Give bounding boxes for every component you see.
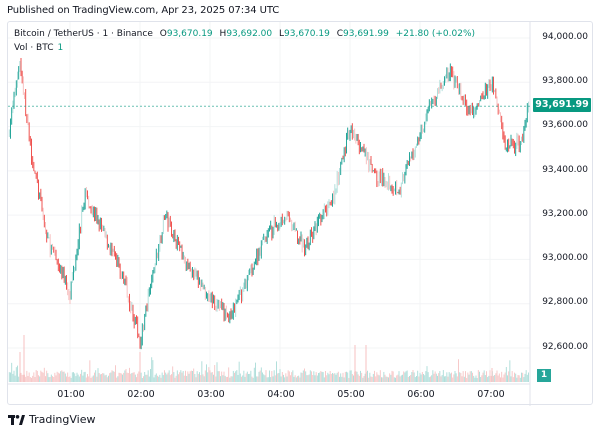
price-tick: 93,000.00 [542,253,588,263]
close-label: C [336,29,343,39]
price-tick: 93,800.00 [542,76,588,86]
time-tick: 02:00 [127,389,155,400]
high-value: 93,692.00 [226,29,273,39]
low-value: 93,670.19 [284,29,330,39]
price-tick: 92,600.00 [542,342,588,352]
symbol-legend: Bitcoin / TetherUS · 1 · Binance O93,670… [14,29,475,39]
price-tick: 94,000.00 [542,32,588,42]
chart-frame [7,21,593,405]
symbol-title: Bitcoin / TetherUS · 1 · Binance [14,29,153,39]
volume-value: 1 [57,43,64,53]
published-caption: Published on TradingView.com, Apr 23, 20… [7,5,280,16]
time-tick: 05:00 [337,389,365,400]
price-tick: 92,800.00 [542,297,588,307]
high-label: H [219,29,227,39]
tradingview-brand[interactable]: TradingView [8,413,95,426]
close-value: 93,691.99 [343,29,389,39]
time-tick: 04:00 [267,389,295,400]
current-price-tag: 93,691.99 [533,98,591,112]
volume-legend: Vol · BTC 1 [14,43,63,53]
price-tick: 93,600.00 [542,120,588,130]
volume-tag: 1 [537,369,551,382]
price-tick: 93,200.00 [542,209,588,219]
volume-label: Vol · BTC [14,43,54,53]
time-tick: 07:00 [477,389,505,400]
tradingview-logo-icon [8,414,25,425]
low-label: L [279,29,285,39]
time-tick: 06:00 [407,389,435,400]
open-value: 93,670.19 [166,29,213,39]
price-tick: 93,400.00 [542,165,588,175]
change-value: +21.80 (+0.02%) [395,29,476,39]
open-label: O [159,29,167,39]
time-tick: 01:00 [57,389,85,400]
time-tick: 03:00 [197,389,225,400]
brand-name: TradingView [29,413,96,426]
